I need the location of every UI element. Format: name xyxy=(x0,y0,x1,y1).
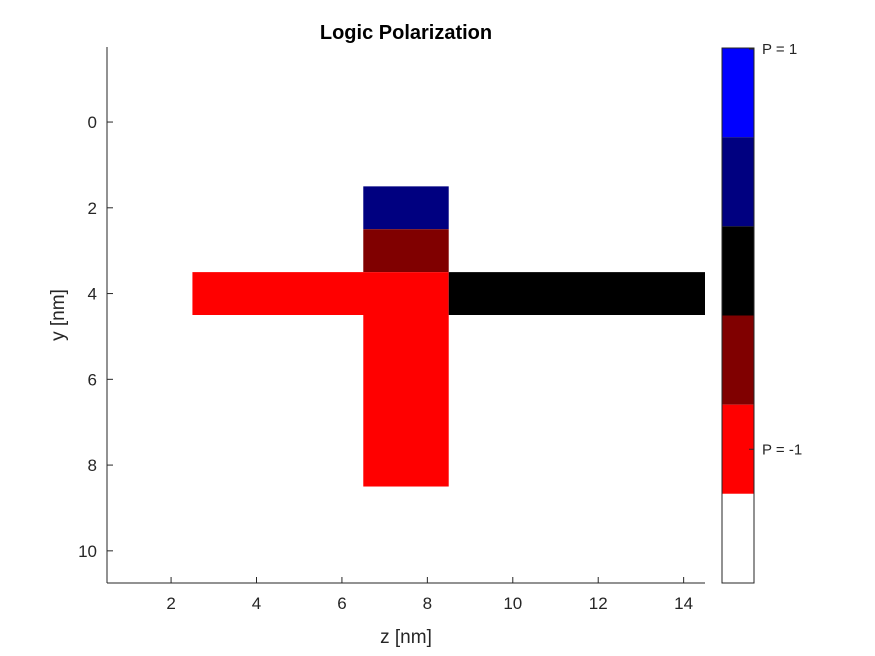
colorbar-label: P = 1 xyxy=(762,41,797,58)
x-tick-label: 4 xyxy=(252,594,261,613)
colorbar-label: P = -1 xyxy=(762,441,802,458)
y-axis-label: y [nm] xyxy=(48,289,69,341)
x-ticks: 2 4 6 8 10 12 14 xyxy=(166,577,693,613)
heatmap-cell xyxy=(363,229,449,273)
y-tick-label: 8 xyxy=(88,456,97,475)
x-tick-label: 8 xyxy=(423,594,432,613)
colorbar-segment xyxy=(722,315,754,405)
x-axis-label: z [nm] xyxy=(380,627,432,648)
x-tick-label: 6 xyxy=(337,594,346,613)
heatmap-cell xyxy=(363,315,449,487)
colorbar-segment xyxy=(722,404,754,494)
y-tick-label: 4 xyxy=(88,285,97,304)
chart-title: Logic Polarization xyxy=(320,22,492,44)
y-tick-label: 10 xyxy=(78,542,97,561)
x-tick-label: 12 xyxy=(589,594,608,613)
x-tick-label: 10 xyxy=(503,594,522,613)
heatmap-cells xyxy=(192,186,705,487)
y-ticks: 0 2 4 6 8 10 xyxy=(78,113,113,561)
x-tick-label: 2 xyxy=(166,594,175,613)
y-tick-label: 6 xyxy=(88,370,97,389)
colorbar: P = 1 P = -1 xyxy=(721,41,802,584)
heatmap-cell xyxy=(192,272,449,315)
colorbar-frame xyxy=(721,47,755,584)
axes xyxy=(106,47,705,584)
colorbar-segment xyxy=(722,493,754,583)
heatmap-cell xyxy=(448,272,705,315)
y-tick-label: 2 xyxy=(88,199,97,218)
colorbar-segment xyxy=(722,137,754,227)
heatmap-cell xyxy=(363,186,449,230)
colorbar-segment xyxy=(722,48,754,138)
y-tick-label: 0 xyxy=(88,113,97,132)
x-tick-label: 14 xyxy=(674,594,693,613)
colorbar-segment xyxy=(722,226,754,316)
